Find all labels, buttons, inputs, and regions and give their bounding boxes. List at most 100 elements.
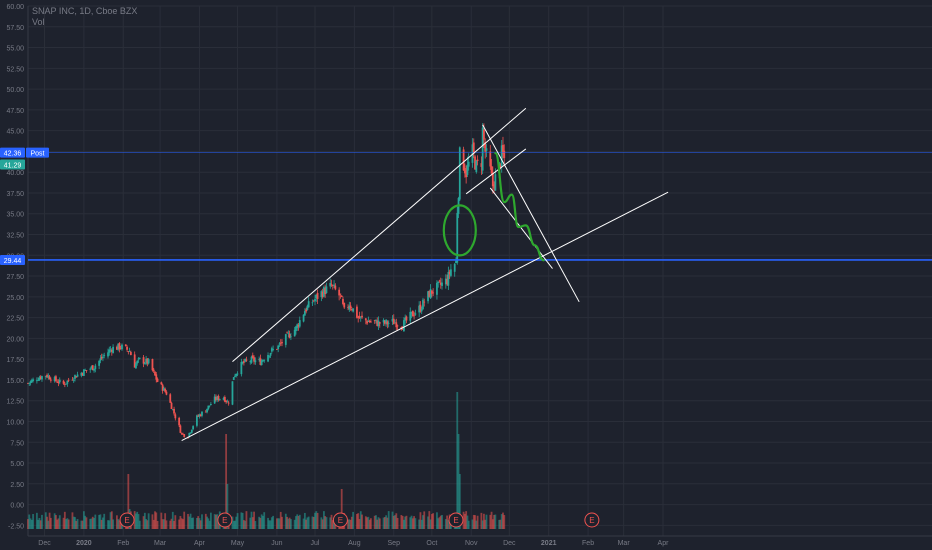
x-tick-label: Apr xyxy=(194,540,206,547)
earnings-marker[interactable]: E xyxy=(119,512,135,528)
volume-bar xyxy=(57,518,60,529)
candle-body xyxy=(323,287,325,297)
candle-body xyxy=(119,348,122,349)
y-tick-label: 27.50 xyxy=(6,274,24,281)
green-sketch-drawing[interactable] xyxy=(442,151,545,262)
symbol-title[interactable]: SNAP INC, 1D, Cboe BZX xyxy=(32,6,138,16)
candle-body xyxy=(170,402,173,410)
candle-body xyxy=(463,167,466,174)
volume-bar xyxy=(179,516,182,529)
candle-body xyxy=(334,285,337,290)
volume-bar xyxy=(183,511,186,529)
price-label-text: 41.29 xyxy=(4,162,22,169)
candle-body xyxy=(441,282,443,286)
candle-body xyxy=(494,174,497,191)
candle-body xyxy=(100,356,103,359)
volume-bar xyxy=(81,520,84,529)
y-tick-label: 25.00 xyxy=(6,295,24,302)
candle-body xyxy=(413,315,415,317)
volume-bar xyxy=(146,520,149,529)
candle-body xyxy=(387,322,390,324)
candle-body xyxy=(155,374,158,380)
earnings-marker[interactable]: E xyxy=(584,512,600,528)
candle-body xyxy=(112,346,114,353)
volume-bar xyxy=(288,517,291,529)
volume-bar xyxy=(32,514,34,529)
candle-body xyxy=(192,426,194,430)
volume-bar xyxy=(320,517,323,529)
candle-body xyxy=(420,309,423,312)
horizontal-price-lines[interactable] xyxy=(28,152,932,261)
earnings-marker[interactable]: E xyxy=(448,512,464,528)
volume-bar xyxy=(231,516,234,529)
volume-bar xyxy=(190,517,193,529)
volume-bar xyxy=(472,514,475,529)
candle-body xyxy=(121,344,123,350)
volume-bar xyxy=(498,519,501,529)
volume-bar xyxy=(367,516,370,529)
candle-body xyxy=(109,349,112,351)
candle-body xyxy=(41,376,43,380)
candle-body xyxy=(465,170,468,178)
volume-bar xyxy=(29,518,32,529)
candle-body xyxy=(56,381,59,383)
candle-body xyxy=(218,398,221,400)
volume-bar xyxy=(145,519,148,529)
volume-bar xyxy=(48,512,51,529)
candle-body xyxy=(303,311,306,316)
volume-bar xyxy=(213,514,216,529)
candle-body xyxy=(410,311,413,314)
earnings-marker-circle xyxy=(217,512,233,528)
earnings-marker[interactable]: E xyxy=(332,512,348,528)
candle-body xyxy=(438,280,441,282)
volume-bar xyxy=(376,519,379,529)
volume-bar xyxy=(118,520,121,529)
candle-body xyxy=(215,396,217,400)
trendline-drawings[interactable] xyxy=(181,107,669,442)
candle-body xyxy=(227,402,230,404)
earnings-marker-label: E xyxy=(124,516,129,525)
candle-body xyxy=(151,359,154,371)
candle-body xyxy=(400,327,403,329)
volume-bar xyxy=(67,519,70,529)
candle-body xyxy=(471,144,474,163)
candle-body xyxy=(385,319,388,324)
candle-body xyxy=(458,147,461,200)
volume-bar xyxy=(471,519,474,529)
candle-body xyxy=(269,352,272,356)
volume-bar xyxy=(289,519,292,529)
candle-body xyxy=(286,332,288,334)
candle-body xyxy=(259,358,262,365)
candle-body xyxy=(127,351,130,353)
volume-bar xyxy=(386,517,389,529)
volume-bar xyxy=(174,515,177,529)
candle-body xyxy=(329,282,332,287)
volume-bar xyxy=(378,518,381,529)
candle-body xyxy=(298,320,301,327)
candle-body xyxy=(85,370,88,371)
candle-body xyxy=(358,316,361,319)
volume-legend-label[interactable]: Vol xyxy=(32,17,45,27)
candle-body xyxy=(231,381,234,405)
candle-body xyxy=(57,381,60,384)
volume-bar xyxy=(311,516,314,529)
candlestick-series xyxy=(27,123,506,439)
candle-body xyxy=(453,264,456,272)
candle-body xyxy=(491,172,494,187)
candle-body xyxy=(183,434,186,438)
volume-bar xyxy=(27,519,29,529)
candle-body xyxy=(411,310,414,317)
candle-body xyxy=(349,305,352,309)
volume-bar xyxy=(418,519,421,529)
candle-body xyxy=(190,429,193,433)
earnings-marker[interactable]: E xyxy=(217,512,233,528)
x-tick-label: Dec xyxy=(38,540,51,547)
volume-bar xyxy=(287,518,290,529)
candle-body xyxy=(44,375,47,377)
volume-bar xyxy=(303,512,306,529)
volume-bar xyxy=(207,518,210,529)
volume-bar xyxy=(187,513,189,529)
